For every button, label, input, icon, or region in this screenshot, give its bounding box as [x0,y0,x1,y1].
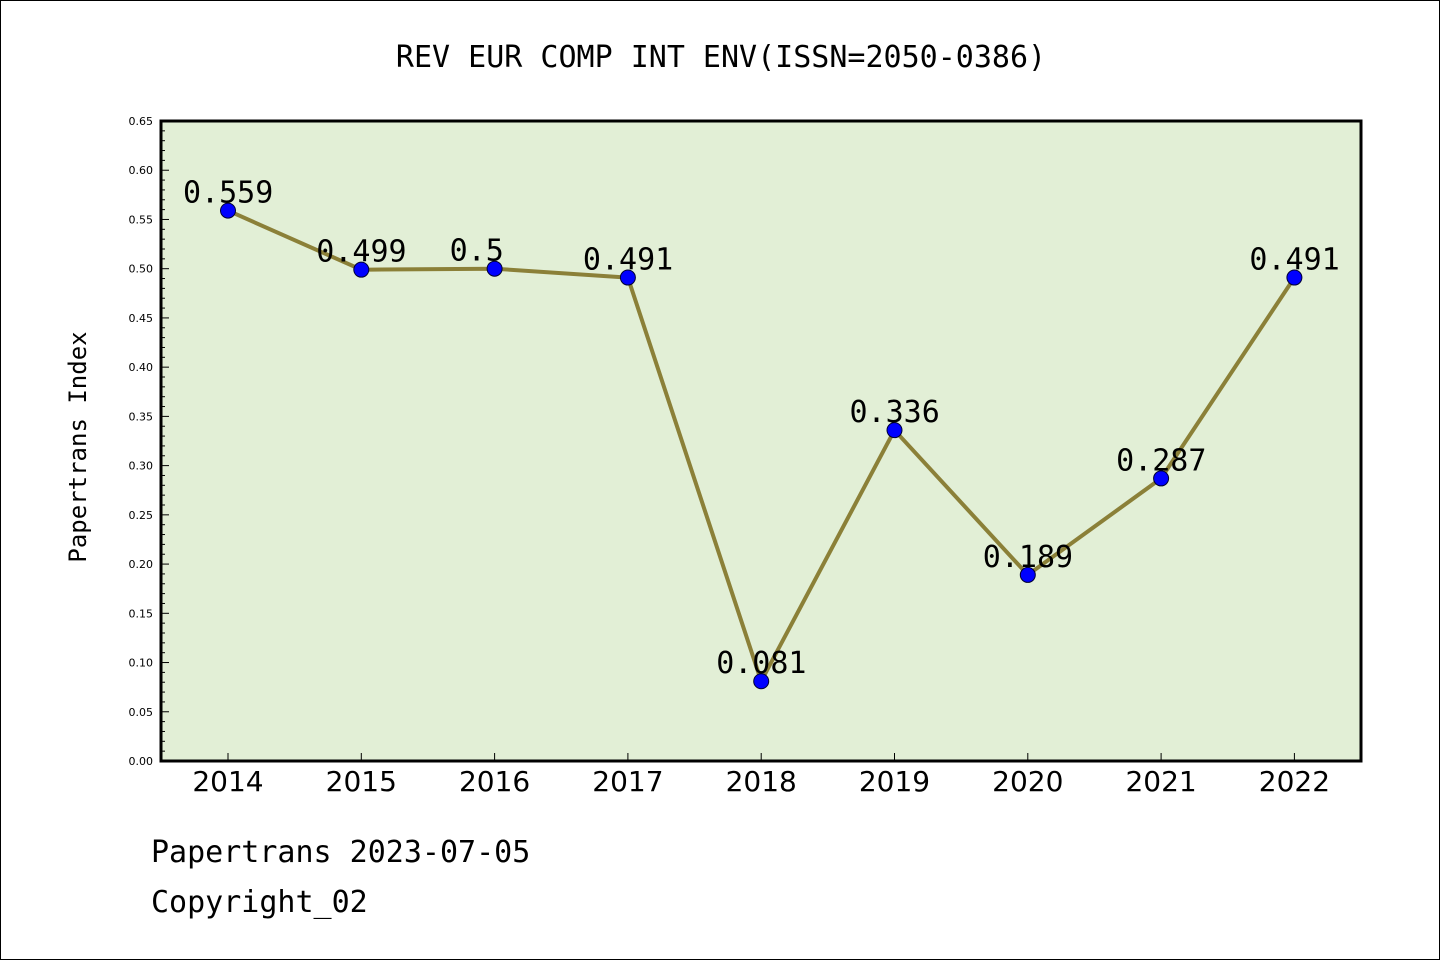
data-value-label: 0.081 [716,646,806,681]
x-tick-label: 2017 [592,765,663,798]
x-tick-label: 2021 [1125,765,1196,798]
data-point-marker [220,202,236,219]
data-point-marker [753,673,770,690]
data-markers [220,202,1303,690]
data-value-label: 0.189 [983,540,1073,575]
data-value-label: 0.559 [183,176,273,211]
y-tick-label: 0.10 [129,657,154,670]
y-tick-label: 0.65 [129,115,154,128]
y-axis-label: Papertrans Index [64,331,92,562]
y-tick-label: 0.20 [129,558,154,571]
data-value-label: 0.336 [850,395,940,430]
data-value-label: 0.5 [450,234,504,269]
y-tick-label: 0.25 [129,509,154,522]
y-tick-label: 0.30 [129,460,154,473]
data-point-marker [1019,566,1036,583]
x-tick-label: 2014 [192,765,263,798]
x-tick-label: 2015 [326,765,397,798]
y-axis-ticks: 0.00 0.05 0.10 0.15 0.20 0.25 0.30 0.35 0.40 0.45… [129,115,169,768]
y-tick-label: 0.05 [129,706,154,719]
y-tick-label: 0.40 [129,361,154,374]
x-tick-label: 2018 [726,765,797,798]
data-point-marker [486,260,503,277]
chart-title: REV EUR COMP INT ENV(ISSN=2050-0386) [396,40,1046,75]
x-tick-label: 2019 [859,765,930,798]
footer-copyright-text: Copyright_02 [151,885,368,920]
y-tick-label: 0.15 [129,607,154,620]
data-value-label: 0.287 [1116,443,1206,478]
data-point-marker [886,422,903,439]
plot-frame [159,119,1363,763]
footer-date-text: Papertrans 2023-07-05 [151,835,531,870]
data-point-marker [619,269,636,286]
x-axis-ticks: 2014 2015 2016 2017 2018 2019 2020 2021 2022 [192,753,1330,798]
y-tick-label: 0.35 [129,410,154,423]
data-value-label: 0.499 [316,235,406,270]
y-tick-label: 0.55 [129,213,154,226]
x-tick-label: 2020 [992,765,1063,798]
x-tick-label: 2022 [1259,765,1330,798]
x-tick-label: 2016 [459,765,530,798]
data-labels: 0.559 0.499 0.5 0.491 0.081 0.336 0.189 0.287 0.… [183,176,1340,682]
data-point-marker [353,261,370,278]
y-tick-label: 0.60 [129,164,154,177]
data-point-marker [1153,470,1170,487]
data-value-label: 0.491 [583,243,673,278]
plot-area [161,121,1361,761]
data-value-label: 0.491 [1249,243,1339,278]
data-point-marker [1286,269,1303,286]
y-tick-label: 0.00 [129,755,154,768]
y-tick-label: 0.45 [129,312,154,325]
y-tick-label: 0.50 [129,263,154,276]
